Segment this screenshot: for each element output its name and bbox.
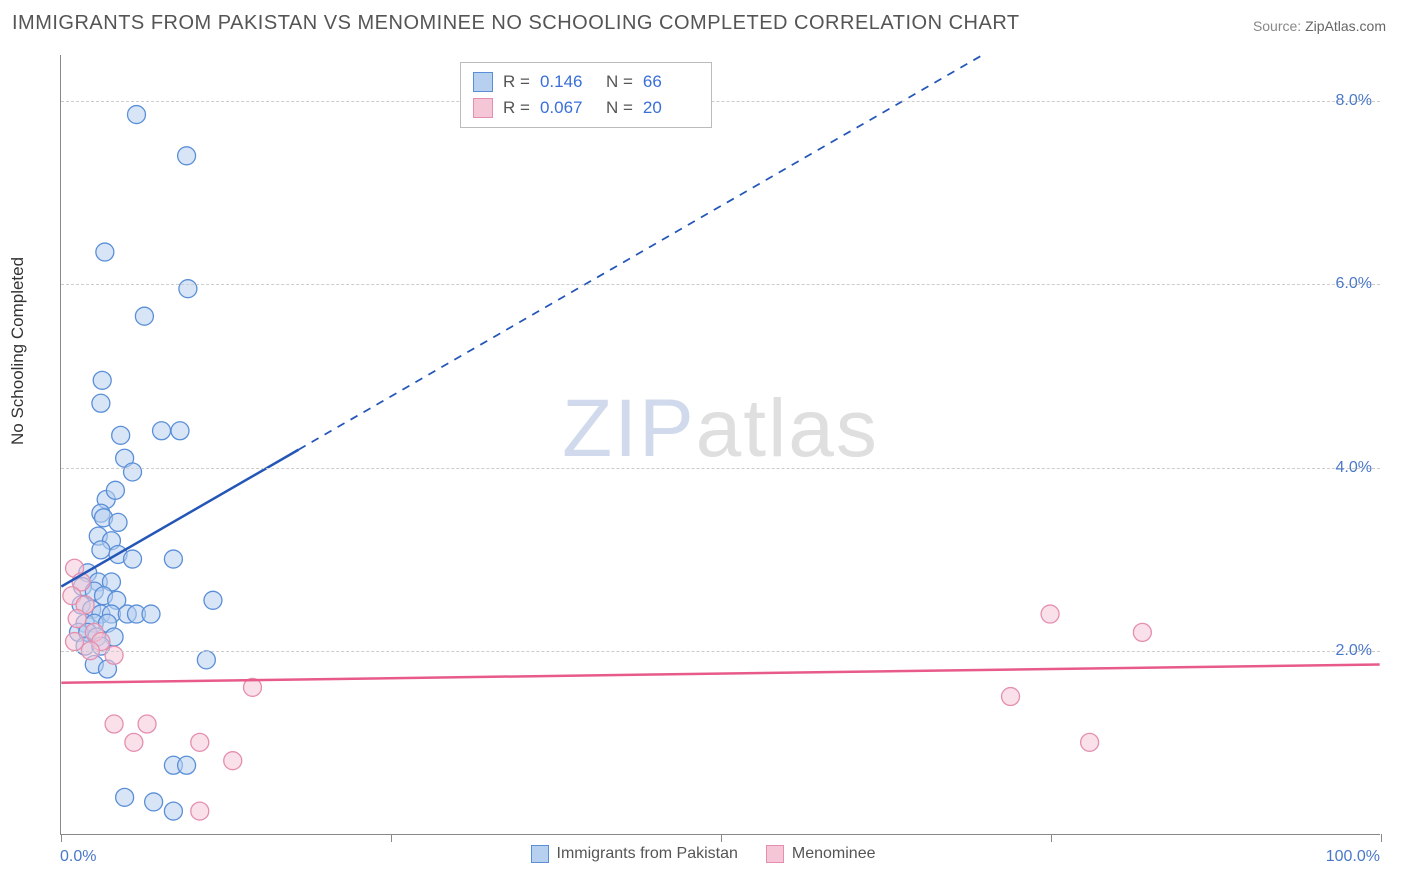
data-point-pakistan [164, 550, 182, 568]
r-label: R = [503, 95, 530, 121]
gridline [61, 284, 1380, 285]
data-point-pakistan [112, 426, 130, 444]
source-attribution: Source: ZipAtlas.com [1253, 18, 1386, 34]
gridline [61, 101, 1380, 102]
stats-legend-box: R = 0.146 N = 66 R = 0.067 N = 20 [460, 62, 712, 128]
stats-row-pakistan: R = 0.146 N = 66 [473, 69, 699, 95]
data-point-pakistan [96, 243, 114, 261]
legend-swatch-pakistan [531, 845, 549, 863]
legend-label-menominee: Menominee [792, 845, 876, 863]
data-point-pakistan [116, 788, 134, 806]
bottom-legend: Immigrants from Pakistan Menominee [0, 845, 1406, 863]
chart-title: IMMIGRANTS FROM PAKISTAN VS MENOMINEE NO… [12, 12, 1020, 35]
data-point-pakistan [142, 605, 160, 623]
data-point-pakistan [153, 422, 171, 440]
data-point-pakistan [124, 463, 142, 481]
data-point-menominee [224, 752, 242, 770]
n-label: N = [606, 95, 633, 121]
x-tick [61, 834, 62, 842]
data-point-menominee [1041, 605, 1059, 623]
data-point-pakistan [171, 422, 189, 440]
x-tick [1381, 834, 1382, 842]
y-tick-label: 8.0% [1336, 92, 1372, 110]
y-tick-label: 6.0% [1336, 275, 1372, 293]
swatch-menominee [473, 98, 493, 118]
data-point-pakistan [145, 793, 163, 811]
r-label: R = [503, 69, 530, 95]
data-point-pakistan [178, 756, 196, 774]
gridline [61, 651, 1380, 652]
x-tick [1051, 834, 1052, 842]
y-tick-label: 2.0% [1336, 642, 1372, 660]
n-label: N = [606, 69, 633, 95]
data-point-pakistan [128, 106, 146, 124]
legend-item-pakistan: Immigrants from Pakistan [531, 845, 738, 863]
source-label: Source: [1253, 18, 1301, 34]
data-point-pakistan [93, 371, 111, 389]
data-point-menominee [191, 802, 209, 820]
n-value-pakistan: 66 [643, 69, 699, 95]
swatch-pakistan [473, 72, 493, 92]
legend-item-menominee: Menominee [766, 845, 876, 863]
data-point-menominee [125, 733, 143, 751]
legend-label-pakistan: Immigrants from Pakistan [557, 845, 738, 863]
data-point-pakistan [164, 802, 182, 820]
r-value-pakistan: 0.146 [540, 69, 596, 95]
y-tick-label: 4.0% [1336, 459, 1372, 477]
data-point-pakistan [178, 147, 196, 165]
gridline [61, 468, 1380, 469]
r-value-menominee: 0.067 [540, 95, 596, 121]
data-point-menominee [66, 633, 84, 651]
data-point-menominee [68, 610, 86, 628]
chart-svg [61, 55, 1380, 834]
data-point-menominee [1081, 733, 1099, 751]
x-tick [721, 834, 722, 842]
trend-line-menominee [61, 664, 1379, 682]
data-point-pakistan [197, 651, 215, 669]
data-point-menominee [138, 715, 156, 733]
legend-swatch-menominee [766, 845, 784, 863]
data-point-pakistan [109, 513, 127, 531]
source-value: ZipAtlas.com [1305, 18, 1386, 34]
data-point-pakistan [204, 591, 222, 609]
data-point-menominee [105, 646, 123, 664]
data-point-pakistan [106, 481, 124, 499]
data-point-menominee [105, 715, 123, 733]
data-point-menominee [1133, 623, 1151, 641]
data-point-pakistan [135, 307, 153, 325]
data-point-pakistan [124, 550, 142, 568]
data-point-pakistan [92, 394, 110, 412]
x-tick [391, 834, 392, 842]
chart-container: IMMIGRANTS FROM PAKISTAN VS MENOMINEE NO… [0, 0, 1406, 892]
data-point-menominee [1002, 688, 1020, 706]
y-axis-title: No Schooling Completed [8, 257, 28, 445]
data-point-pakistan [92, 541, 110, 559]
stats-row-menominee: R = 0.067 N = 20 [473, 95, 699, 121]
data-point-menominee [191, 733, 209, 751]
n-value-menominee: 20 [643, 95, 699, 121]
plot-area: ZIPatlas 2.0%4.0%6.0%8.0% [60, 55, 1380, 835]
data-point-pakistan [179, 280, 197, 298]
